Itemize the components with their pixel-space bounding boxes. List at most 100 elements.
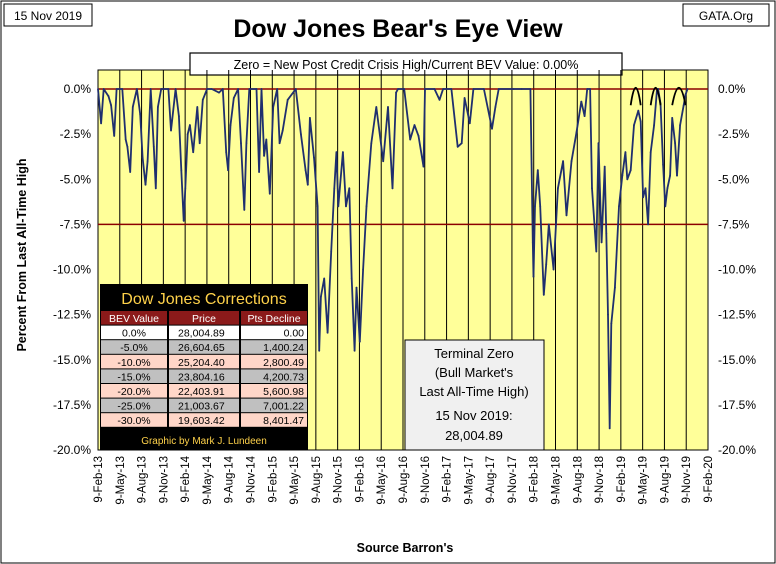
table-cell-value: 22,403.91 [178,386,225,398]
bev-point [121,88,124,90]
bev-point [614,286,616,289]
bev-point [144,183,147,186]
terminal-box-frame [404,339,545,451]
bev-point [607,313,609,316]
bev-point [639,120,642,123]
bev-point [671,117,674,119]
bev-point [196,106,199,108]
table-cell-value: 25,204.40 [178,357,225,369]
bev-point [442,88,444,90]
bev-point [468,122,471,125]
table-cell-value: 19,603.42 [178,415,225,427]
table-header-label: BEV Value [109,313,159,325]
bev-point [180,169,183,172]
bev-point [669,174,671,177]
table-cell-value: 0.00 [284,328,305,340]
bev-point [621,174,624,177]
bev-point [281,129,284,132]
bev-point [520,88,523,90]
table-cell [241,354,307,369]
bev-point [157,106,159,108]
bev-point [512,88,515,90]
bev-point [597,142,600,145]
bev-point [309,117,311,119]
x-tick-label: 9-Nov-13 [158,456,170,503]
bev-point [278,142,281,145]
bev-point [595,250,598,253]
table-cell-value: 5,600.98 [263,386,304,398]
annotation-arc [649,86,662,106]
table-cell [169,369,239,383]
bev-point [258,171,260,173]
table-cell [101,384,167,398]
bev-point [666,187,669,190]
bev-point [353,349,356,352]
bev-point [113,135,116,137]
x-tick-label: 9-Aug-19 [659,456,671,503]
table-cell [241,398,307,413]
bev-point [333,187,336,190]
y-tick-label-right: -15.0% [718,353,756,367]
bev-point [355,286,358,289]
table-header-cell [169,311,239,325]
table-cell [101,340,167,354]
bev-point [286,98,289,101]
bev-point [626,178,629,181]
corrections-table-rows: 0.0% 28,004.89 0.00 -5.0% 26,604.65 1,400.24 -… [101,325,307,427]
bev-point [154,187,157,190]
table-cell [169,325,239,340]
x-tick-label: 9-Feb-14 [180,455,192,502]
date-box [3,3,93,27]
x-tick-label: 9-Aug-18 [572,456,584,503]
bev-point [182,219,185,222]
bev-point [679,124,681,126]
bev-point [583,115,586,117]
bev-point [684,93,687,96]
bev-point [494,106,497,108]
bev-point [534,205,536,208]
bev-point [674,142,676,145]
bev-point [358,340,361,343]
bev-point [268,192,271,195]
bev-point [562,160,564,163]
table-header-label: Price [192,313,216,325]
table-cell-value: 7,001.22 [263,401,304,413]
table-cell-value: 21,003.67 [178,401,225,413]
bev-point [491,127,493,130]
bev-point [391,187,394,190]
table-cell [169,413,239,427]
bev-point [395,91,397,94]
bev-point [227,169,230,172]
terminal-line-4: 15 Nov 2019: [435,408,512,423]
bev-point [644,187,647,190]
bev-point [255,88,258,90]
bev-point [589,88,591,90]
x-tick-label: 9-May-18 [551,456,563,505]
table-cell [241,340,307,354]
bev-point [126,145,129,148]
bev-point [272,106,275,108]
bev-point [304,169,307,172]
table-cell [101,413,167,427]
x-tick-label: 9-Feb-16 [354,456,366,503]
y-tick-label: -17.5% [53,398,91,412]
bev-point [350,277,353,280]
bev-point [232,97,235,99]
table-cell [169,354,239,369]
corrections-table-title: Dow Jones Corrections [121,291,286,308]
x-tick-label: 9-Nov-16 [420,456,432,503]
bev-point [618,205,620,208]
table-cell-value: 4,200.73 [263,371,304,383]
bev-point [237,88,240,90]
table-cell-value: 2,800.49 [263,357,304,369]
y-tick-label: -15.0% [53,353,91,367]
table-header-label: Pts Decline [247,313,300,325]
y-tick-label: -12.5% [53,308,91,322]
bev-point [243,209,246,211]
bev-point [337,205,340,208]
table-cell-value: 8,401.47 [263,415,304,427]
bev-point [263,154,265,157]
bev-point [189,124,191,126]
y-tick-label: -2.5% [60,127,92,141]
